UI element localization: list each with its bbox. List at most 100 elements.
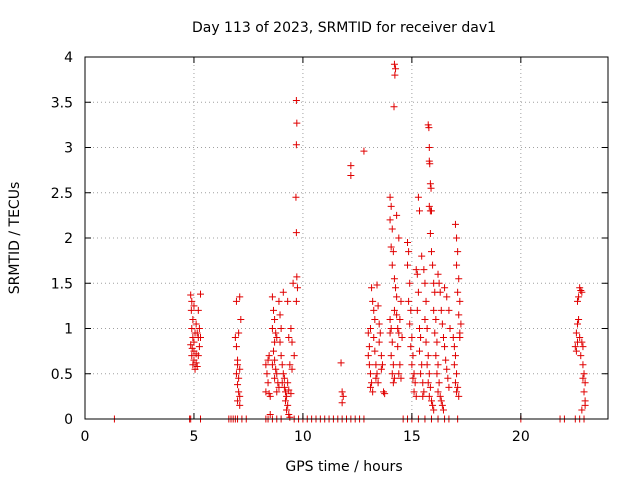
data-point <box>393 211 401 219</box>
x-tick-label: 5 <box>189 429 198 445</box>
data-point <box>404 261 412 269</box>
data-point <box>410 388 418 396</box>
data-point <box>455 275 463 283</box>
data-point <box>390 374 398 382</box>
data-point <box>572 347 580 355</box>
data-point <box>405 248 413 256</box>
data-point <box>578 288 586 296</box>
data-point <box>187 291 195 299</box>
y-tick-label: 3.5 <box>51 95 73 111</box>
data-point <box>231 334 239 342</box>
data-point <box>453 370 461 378</box>
data-point <box>374 302 382 310</box>
y-tick-label: 2.5 <box>51 186 73 202</box>
data-point <box>292 229 300 237</box>
data-point <box>446 325 454 332</box>
data-point <box>276 338 284 346</box>
data-point <box>372 361 380 369</box>
data-point <box>286 361 294 369</box>
data-point <box>397 374 405 382</box>
data-point <box>426 180 434 188</box>
data-point <box>404 239 412 247</box>
data-point <box>366 370 374 378</box>
data-point <box>453 234 461 242</box>
data-point <box>276 311 284 319</box>
data-point <box>422 338 430 346</box>
data-point <box>390 306 398 314</box>
data-point <box>409 352 417 360</box>
data-point <box>372 374 380 382</box>
data-point <box>375 320 383 328</box>
x-tick-label: 0 <box>81 429 90 445</box>
data-point <box>235 329 243 337</box>
data-point <box>193 329 201 337</box>
data-point <box>578 338 586 346</box>
data-point <box>262 388 270 396</box>
data-point <box>387 202 395 210</box>
y-tick-label: 0 <box>64 412 73 428</box>
y-tick-label: 2 <box>64 231 73 247</box>
data-point <box>421 315 429 323</box>
data-point <box>450 343 458 351</box>
data-point <box>414 288 422 296</box>
x-tick-label: 10 <box>294 429 312 445</box>
data-point <box>410 370 418 378</box>
data-point <box>455 392 463 400</box>
data-point <box>439 334 447 342</box>
data-point <box>283 406 291 414</box>
data-point <box>422 297 430 305</box>
data-point <box>412 392 420 400</box>
data-point <box>395 234 403 242</box>
data-point <box>280 374 288 382</box>
data-point <box>234 381 242 389</box>
data-point <box>575 293 583 301</box>
data-point <box>438 401 446 409</box>
data-point <box>407 343 415 351</box>
data-point <box>338 399 346 407</box>
data-point <box>425 370 433 378</box>
data-point <box>290 352 298 360</box>
data-point <box>194 306 202 314</box>
data-point <box>286 413 294 421</box>
data-point <box>347 172 355 180</box>
data-point <box>370 334 378 342</box>
data-point <box>366 325 374 332</box>
data-point <box>284 297 292 305</box>
data-point <box>368 379 376 387</box>
data-point <box>273 388 281 396</box>
data-point <box>414 193 422 201</box>
data-point <box>347 162 355 170</box>
data-point <box>390 60 398 68</box>
data-point <box>235 374 243 382</box>
x-tick-label: 20 <box>512 429 530 445</box>
y-tick-label: 4 <box>64 50 73 66</box>
data-point <box>451 220 459 228</box>
data-point <box>572 329 580 337</box>
y-axis-label: SRMTID / TECUs <box>7 182 23 295</box>
data-point <box>287 390 295 398</box>
data-point <box>579 343 587 351</box>
data-point <box>409 374 417 382</box>
data-point <box>455 311 463 319</box>
data-point <box>378 361 386 369</box>
data-point <box>268 293 276 301</box>
data-point <box>232 370 240 378</box>
data-point <box>370 306 378 314</box>
data-point <box>413 306 421 314</box>
data-point <box>456 297 464 305</box>
x-tick-label: 15 <box>403 429 421 445</box>
data-point <box>365 343 373 351</box>
data-point <box>413 270 421 278</box>
data-point <box>426 383 434 391</box>
data-point <box>445 383 453 391</box>
data-point <box>430 306 438 314</box>
data-point <box>424 352 432 360</box>
data-point <box>393 311 401 319</box>
data-point <box>237 315 245 323</box>
data-point <box>457 320 465 328</box>
tick-labels: 0 5 10 15 20 0 0.5 1 1.5 2 2.5 3 3.5 4 <box>51 50 530 445</box>
chart-title: Day 113 of 2023, SRMTID for receiver dav… <box>192 20 496 36</box>
data-point <box>416 207 424 215</box>
data-point <box>387 325 395 332</box>
data-point <box>408 334 416 342</box>
